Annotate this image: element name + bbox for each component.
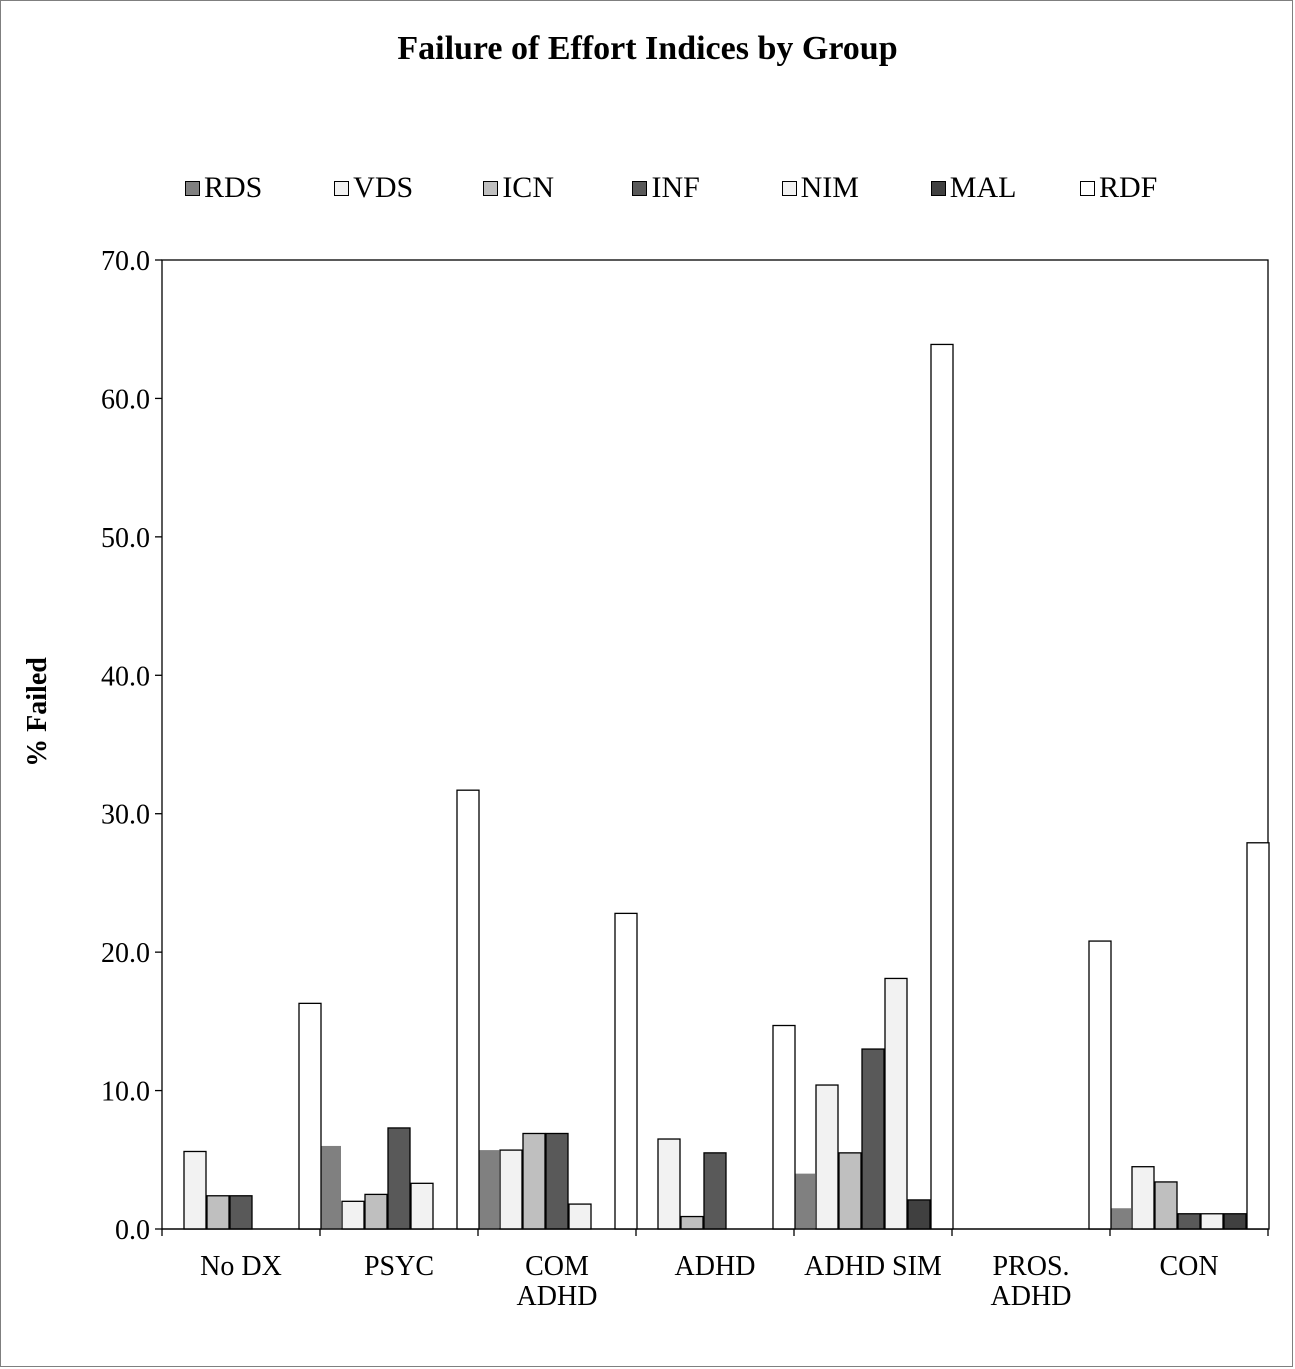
x-tick-label: PROS. — [992, 1251, 1069, 1282]
bar-rds — [793, 1174, 815, 1229]
bar-vds — [658, 1139, 680, 1229]
bar-vds — [1132, 1167, 1154, 1229]
bar-rdf — [457, 790, 479, 1229]
bar-icn — [523, 1133, 545, 1229]
bar-nim — [1201, 1214, 1223, 1229]
bar-mal — [908, 1200, 930, 1229]
bar-rdf — [1089, 941, 1111, 1229]
y-tick-label: 30.0 — [101, 800, 150, 831]
bar-rds — [477, 1150, 499, 1229]
x-tick-label: COM — [525, 1251, 589, 1282]
bar-rdf — [615, 913, 637, 1229]
x-tick-label: CON — [1159, 1251, 1218, 1282]
x-tick-label: ADHD — [675, 1251, 756, 1282]
x-tick-label: ADHD — [517, 1281, 598, 1312]
bar-inf — [546, 1133, 568, 1229]
bar-rdf — [299, 1003, 321, 1229]
bar-rds — [319, 1146, 341, 1229]
bar-vds — [500, 1150, 522, 1229]
y-tick-label: 0.0 — [115, 1215, 150, 1246]
bar-inf — [704, 1153, 726, 1229]
x-tick-label: ADHD SIM — [804, 1251, 942, 1282]
bar-rds — [1109, 1208, 1131, 1229]
bar-inf — [1178, 1214, 1200, 1229]
bar-nim — [885, 978, 907, 1229]
y-tick-label: 50.0 — [101, 523, 150, 554]
bar-rdf — [773, 1026, 795, 1229]
bar-icn — [1155, 1182, 1177, 1229]
y-tick-label: 60.0 — [101, 384, 150, 415]
bar-nim — [569, 1204, 591, 1229]
y-tick-label: 20.0 — [101, 938, 150, 969]
bar-rdf — [931, 344, 953, 1229]
y-tick-label: 70.0 — [101, 246, 150, 277]
bar-icn — [365, 1194, 387, 1229]
bar-icn — [207, 1196, 229, 1229]
bar-vds — [184, 1151, 206, 1229]
bar-mal — [1224, 1214, 1246, 1229]
x-tick-label: ADHD — [991, 1281, 1072, 1312]
y-tick-label: 10.0 — [101, 1077, 150, 1108]
x-tick-label: PSYC — [364, 1251, 434, 1282]
bar-vds — [816, 1085, 838, 1229]
bar-rdf — [1247, 843, 1269, 1229]
bar-icn — [839, 1153, 861, 1229]
bar-icn — [681, 1217, 703, 1229]
bar-vds — [342, 1201, 364, 1229]
bar-nim — [411, 1183, 433, 1229]
bar-inf — [230, 1196, 252, 1229]
x-tick-label: No DX — [200, 1251, 282, 1282]
bar-inf — [862, 1049, 884, 1229]
bar-inf — [388, 1128, 410, 1229]
y-tick-label: 40.0 — [101, 661, 150, 692]
